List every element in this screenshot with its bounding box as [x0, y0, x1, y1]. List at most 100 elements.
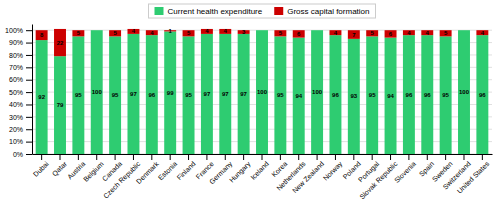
bar-segment — [458, 30, 470, 154]
data-label: 4 — [426, 30, 430, 36]
bar-segment — [274, 30, 286, 36]
bar-segment — [385, 38, 397, 154]
bar-segment — [201, 34, 213, 154]
y-tick: 70% — [9, 64, 32, 71]
data-label: 96 — [332, 92, 339, 98]
y-tick-label: 60% — [9, 76, 23, 83]
bar-segment — [293, 30, 305, 37]
bar-segment — [201, 29, 213, 34]
x-tick-mark — [206, 154, 207, 160]
y-tick: 10% — [9, 138, 32, 145]
y-tick: 30% — [9, 114, 32, 121]
bars — [36, 29, 489, 154]
bar-segment — [329, 35, 341, 154]
x-tick-mark — [60, 154, 61, 160]
data-label: 94 — [295, 93, 302, 99]
bar-segment — [403, 35, 415, 154]
x-tick-mark — [335, 154, 336, 160]
x-tick-label: Finland — [175, 160, 196, 181]
y-axis-line — [32, 25, 33, 155]
x-tick-mark — [482, 154, 483, 160]
y-tick: 80% — [9, 52, 32, 59]
data-label: 4 — [150, 30, 154, 36]
y-tick: 60% — [9, 76, 32, 83]
chart: 9279951009597969995979797100959410096939… — [0, 0, 500, 212]
legend-item: Current health expenditure — [155, 7, 263, 16]
y-tick-label: 80% — [9, 52, 23, 59]
x-tick-mark — [170, 154, 171, 160]
y-tick: 100% — [5, 27, 32, 34]
data-label: 96 — [406, 92, 413, 98]
data-label: 4 — [407, 30, 411, 36]
x-tick-label: Iceland — [249, 160, 270, 181]
bar-segment — [54, 56, 66, 154]
legend: Current health expenditureGross capital … — [149, 4, 376, 18]
data-label: 100 — [92, 89, 103, 95]
bar-segment — [476, 35, 488, 154]
data-label: 79 — [57, 102, 64, 108]
bar-segment — [109, 30, 121, 36]
bar-segment — [311, 30, 323, 154]
x-tick-label: Belgium — [82, 160, 106, 184]
bar-segment — [311, 30, 323, 31]
bar-segment — [91, 30, 103, 31]
data-label: 95 — [75, 92, 82, 98]
bar-segment — [440, 30, 452, 36]
bar-segment — [109, 36, 121, 154]
data-label: 5 — [444, 30, 448, 36]
y-tick-label: 0% — [13, 151, 23, 158]
bar-segment — [146, 35, 158, 154]
y-tick: 0% — [13, 151, 32, 158]
x-tick-mark — [151, 154, 152, 160]
y-tick-mark — [26, 104, 32, 105]
x-tick: Finland — [175, 154, 196, 181]
y-tick-mark — [26, 30, 32, 31]
bar-segment — [476, 30, 488, 35]
x-tick: United States — [456, 154, 491, 195]
bar-segment — [348, 30, 360, 39]
x-tick-mark — [353, 154, 354, 160]
bar-segment — [219, 29, 231, 34]
data-label: 6 — [297, 31, 301, 37]
data-label: 95 — [277, 92, 284, 98]
y-tick-mark — [26, 55, 32, 56]
bar-segment — [348, 39, 360, 154]
legend-frame — [149, 4, 376, 18]
x-tick: Iceland — [249, 154, 270, 181]
x-tick-mark — [225, 154, 226, 160]
x-axis: DubaiQatarAustriaBelgiumCanadaCzech Repu… — [32, 154, 493, 201]
x-tick-mark — [445, 154, 446, 160]
x-tick-mark — [317, 154, 318, 160]
x-tick-mark — [188, 154, 189, 160]
data-label: 92 — [38, 94, 45, 100]
data-label: 97 — [204, 91, 211, 97]
x-tick-mark — [243, 154, 244, 160]
data-label: 100 — [312, 89, 323, 95]
data-label: 95 — [185, 92, 192, 98]
x-tick: Korea — [270, 154, 288, 178]
bar-segment — [91, 30, 103, 154]
bar-segment — [146, 30, 158, 35]
legend-label: Current health expenditure — [168, 7, 263, 16]
bar-segment — [36, 40, 48, 154]
y-tick: 40% — [9, 101, 32, 108]
data-label: 4 — [132, 28, 136, 34]
y-tick: 20% — [9, 126, 32, 133]
data-label: 22 — [57, 40, 64, 46]
bar-segment — [403, 30, 415, 35]
x-tick-label: Slovenia — [393, 160, 417, 184]
y-tick-label: 10% — [9, 138, 23, 145]
data-label: 95 — [369, 92, 376, 98]
bar-segment — [458, 30, 470, 31]
bar-segment — [183, 36, 195, 154]
x-tick: Dubai — [32, 154, 50, 178]
data-label: 100 — [257, 89, 268, 95]
y-tick-mark — [26, 67, 32, 68]
x-tick: Denmark — [135, 154, 160, 185]
y-tick-mark — [26, 142, 32, 143]
bar-segment — [385, 30, 397, 37]
x-tick-mark — [41, 154, 42, 160]
data-label: 97 — [222, 91, 229, 97]
grid — [32, 30, 492, 154]
y-tick: 90% — [9, 39, 32, 46]
